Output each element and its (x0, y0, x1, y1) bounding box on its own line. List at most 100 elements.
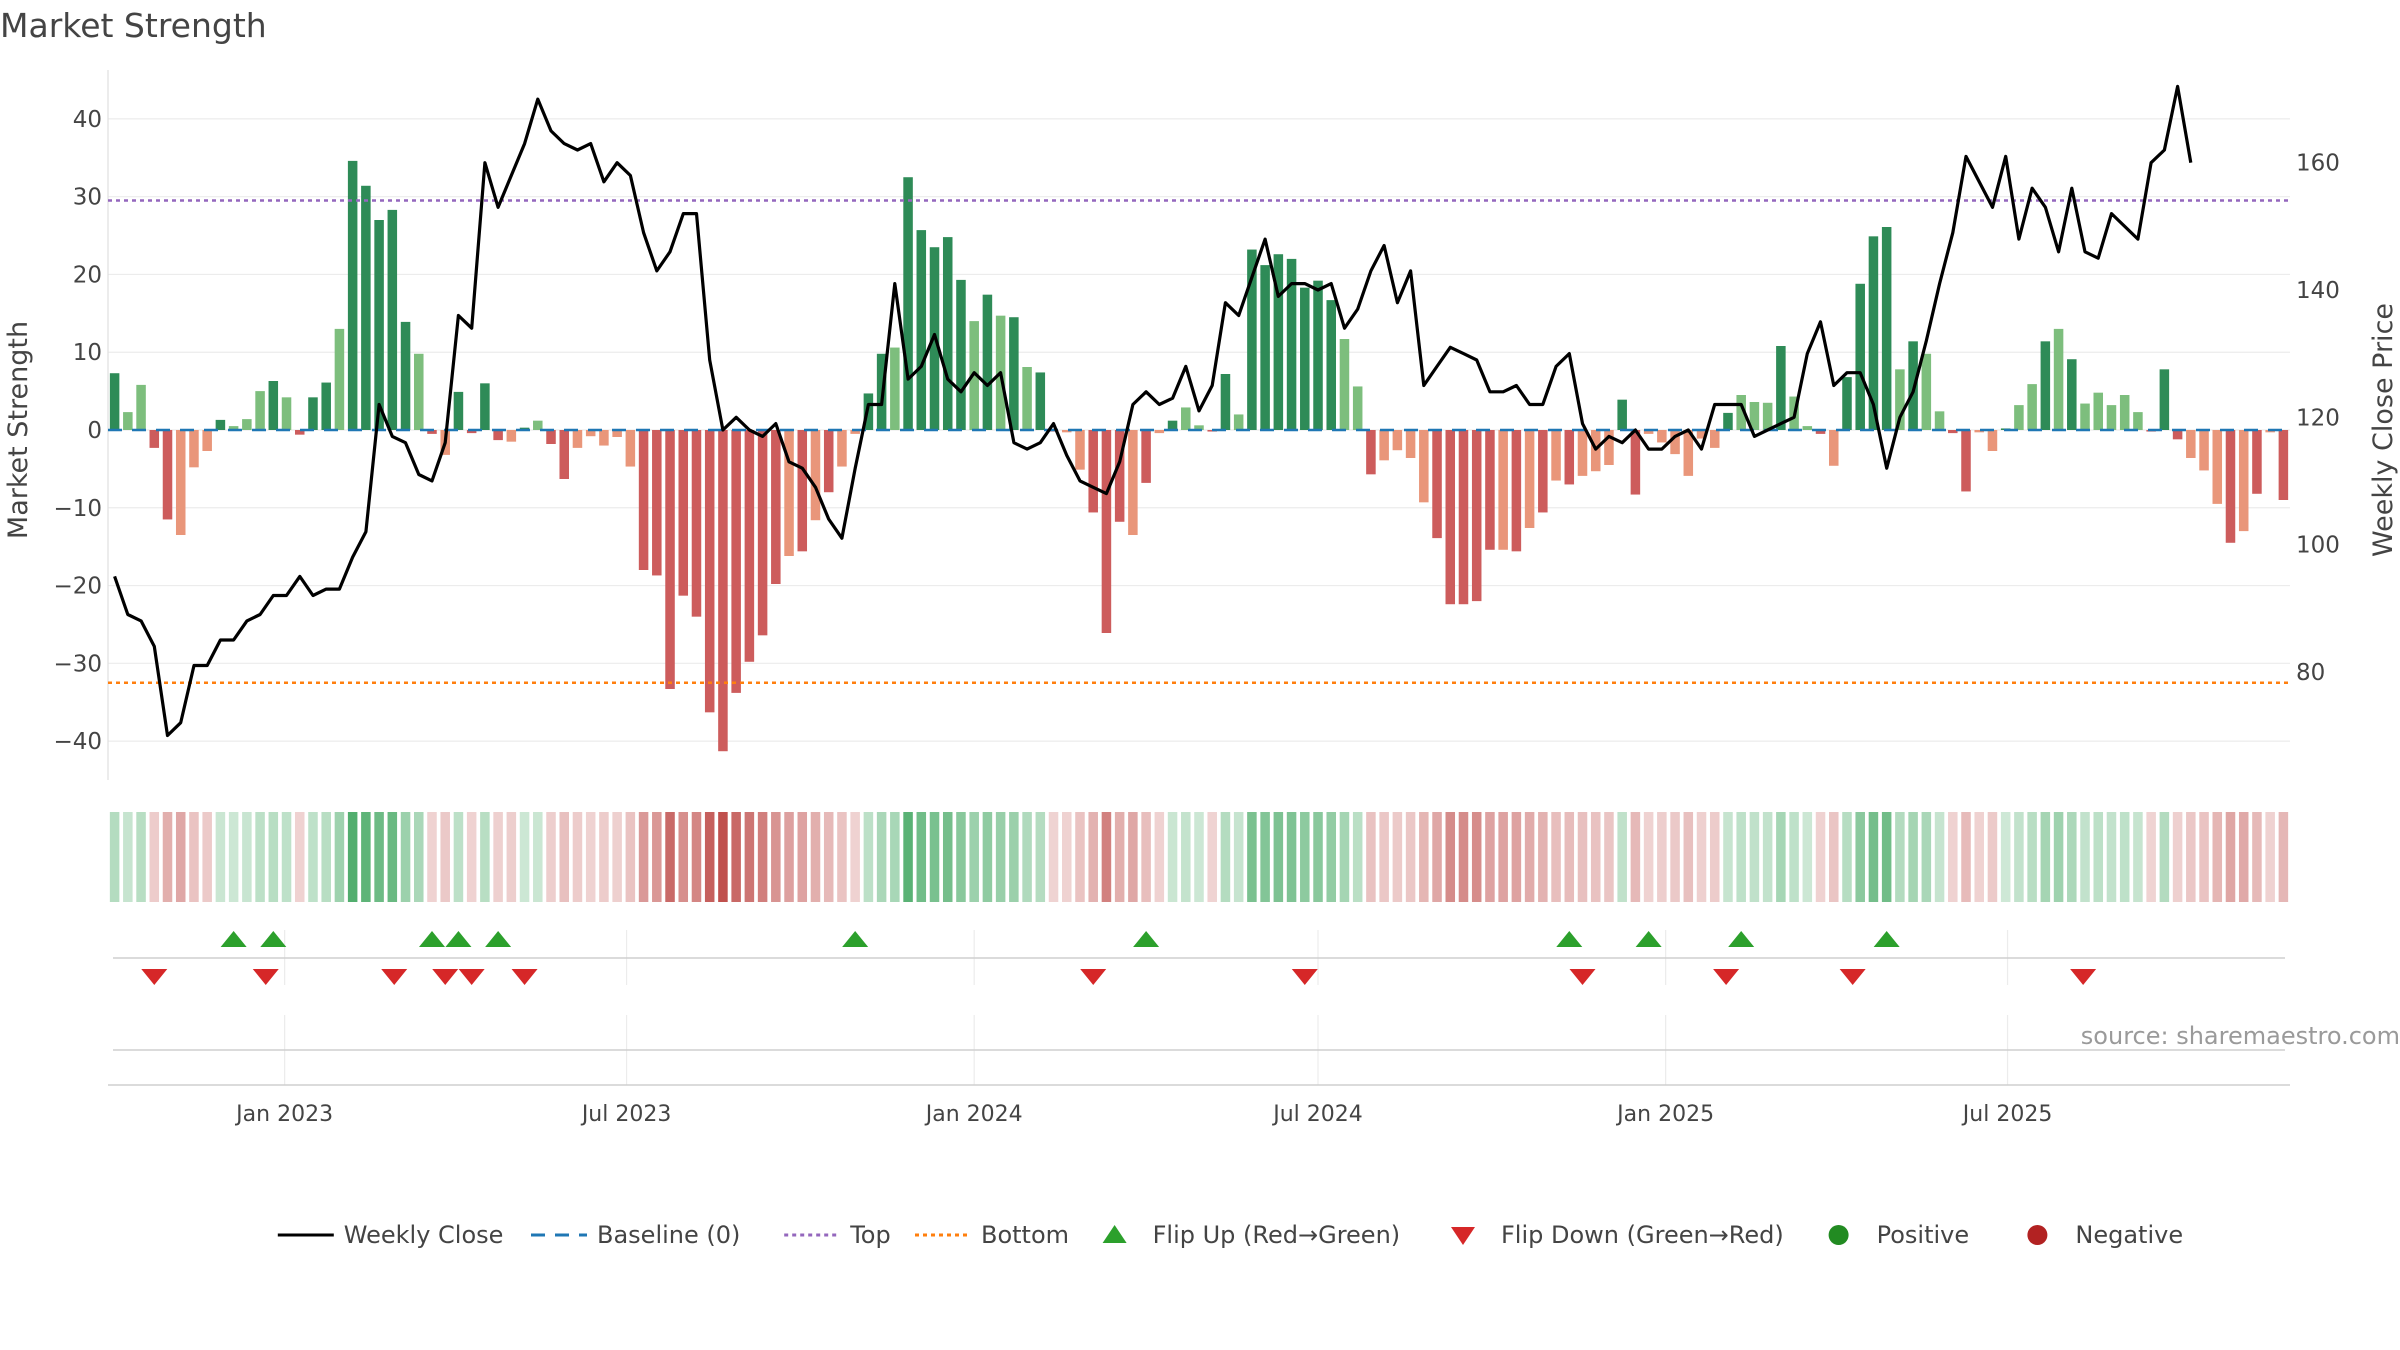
strength-strip-cell (1538, 812, 1548, 902)
strength-bar (2080, 403, 2090, 430)
strength-bar (1829, 430, 1839, 466)
strength-strip-cell (810, 812, 821, 902)
strength-strip-cell (1128, 812, 1138, 902)
strength-strip-cell (1657, 812, 1667, 902)
strength-bar (242, 419, 252, 430)
strength-bar (1233, 414, 1244, 430)
strength-bar (1392, 430, 1403, 451)
strength-bar (1088, 430, 1098, 513)
strength-bar (1643, 430, 1654, 434)
strength-strip-cell (2212, 812, 2223, 902)
strength-strip-cell (2172, 812, 2183, 902)
strength-strip-cell (2252, 812, 2262, 902)
legend-swatch-triangle-up (1102, 1225, 1127, 1243)
legend-label: Weekly Close (344, 1221, 504, 1249)
legend-swatch-circle (2027, 1225, 2048, 1245)
weekly-close-line (113, 84, 2193, 738)
strength-bar (757, 430, 768, 636)
strength-bar (1881, 227, 1892, 430)
strength-bar (2027, 384, 2037, 430)
strength-strip-cell (1075, 812, 1085, 902)
strength-bar (1842, 377, 1852, 430)
strength-strip-cell (559, 812, 569, 902)
legend-label: Baseline (0) (597, 1221, 740, 1249)
strength-bar (1247, 249, 1257, 430)
strength-strip-cell (1432, 812, 1442, 902)
strength-strip-cell (1233, 812, 1244, 902)
strength-strip-cell (1762, 812, 1773, 902)
strength-bar (374, 220, 384, 430)
strength-bar (1326, 300, 1337, 430)
strength-strip-cell (1498, 812, 1508, 902)
strength-strip-cell (956, 812, 966, 902)
strength-strip-cell (863, 812, 874, 902)
strength-strip-cell (1485, 812, 1495, 902)
strength-bar (1564, 430, 1575, 485)
strength-strip-cell (493, 812, 503, 902)
legend-item: Weekly Close (277, 1221, 504, 1249)
strength-bar (1511, 430, 1522, 552)
strength-strip-cell (1881, 812, 1892, 902)
flip-up-marker (1873, 931, 1900, 947)
strength-strip-cell (969, 812, 979, 902)
legend-item: Flip Up (Red→Green) (1102, 1221, 1400, 1249)
legend-item: Top (784, 1221, 891, 1249)
strength-bar (2067, 359, 2077, 430)
strength-strip-cell (1815, 812, 1826, 902)
strength-bar (1723, 412, 1733, 430)
strength-strip-cell (2119, 812, 2130, 902)
strength-strip-cell (1643, 812, 1654, 902)
strength-strip-cell (1802, 812, 1813, 902)
strength-bar (1035, 372, 1046, 430)
strength-bar (347, 160, 358, 430)
flip-down-marker (432, 969, 459, 985)
strength-bar (784, 430, 794, 556)
y-tick-label: −30 (53, 651, 102, 677)
strength-strip-cell (202, 812, 212, 902)
strength-bar (1114, 430, 1125, 522)
strength-strip-cell (546, 812, 556, 902)
strength-strip-cell (625, 812, 636, 902)
strength-bar (2186, 430, 2196, 458)
strength-strip-cell (1789, 812, 1799, 902)
strength-bar (2053, 328, 2064, 430)
strength-strip-cell (215, 812, 226, 902)
strength-strip-cell (1683, 812, 1694, 902)
strength-bar (982, 294, 993, 430)
strength-strip-cell (2199, 812, 2209, 902)
legend-label: Top (849, 1221, 891, 1249)
strength-strip-cell (1154, 812, 1165, 902)
strength-bar (1485, 430, 1495, 550)
strength-strip-cell (2053, 812, 2064, 902)
strength-strip-cell (1022, 812, 1032, 902)
strength-strip-cell (1974, 812, 1984, 902)
strength-strip-cell (1829, 812, 1839, 902)
strength-strip-cell (1511, 812, 1522, 902)
strength-strip-cell (1048, 812, 1059, 902)
strength-strip-cell (1273, 812, 1284, 902)
legend-item: Baseline (0) (531, 1221, 740, 1249)
flip-down-marker (2070, 969, 2097, 985)
strength-bar (1181, 407, 1191, 430)
strength-bar (969, 321, 979, 430)
strength-strip-cell (995, 812, 1006, 902)
strength-bar (321, 382, 331, 430)
strength-bar (559, 430, 569, 479)
strength-strip-cell (2238, 812, 2249, 902)
strength-bar (2278, 430, 2289, 500)
strength-strip-cell (308, 812, 318, 902)
strength-bar (1855, 283, 1865, 430)
strength-bar (480, 383, 490, 430)
strength-strip-cell (1868, 812, 1879, 902)
strength-strip-cell (2027, 812, 2037, 902)
strength-strip-cell (2146, 812, 2156, 902)
strength-strip-cell (533, 812, 543, 902)
strength-bar (1696, 430, 1707, 439)
strength-bar (1961, 430, 1971, 492)
strength-bar (771, 430, 781, 584)
strength-bar (1300, 287, 1310, 430)
strength-bar (123, 412, 133, 430)
strength-strip-cell (1908, 812, 1918, 902)
flip-down-marker (1080, 969, 1107, 985)
strength-bar (956, 279, 966, 430)
